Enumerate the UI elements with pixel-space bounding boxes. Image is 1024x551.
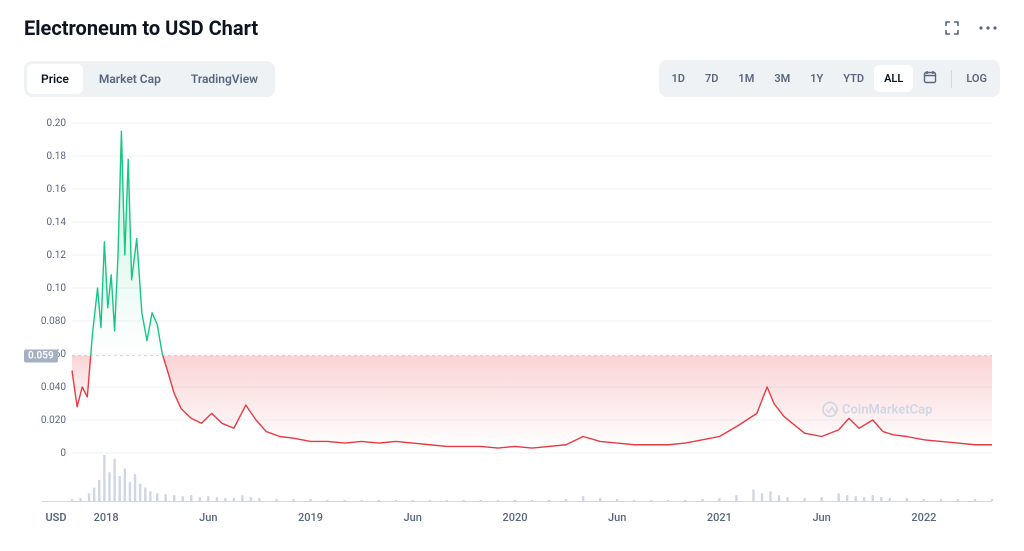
svg-text:Jun: Jun [812, 511, 830, 524]
range-7d[interactable]: 7D [695, 65, 728, 92]
header-actions [940, 16, 1000, 40]
svg-text:0: 0 [60, 448, 66, 459]
view-tabs: PriceMarket CapTradingView [24, 61, 275, 97]
page-title: Electroneum to USD Chart [24, 16, 258, 40]
range-selector: 1D7D1M3M1YYTDALL LOG [659, 60, 1001, 97]
svg-text:0.16: 0.16 [47, 184, 67, 195]
y-start-price-badge: 0.059 [24, 349, 58, 362]
svg-text:0.10: 0.10 [47, 283, 67, 294]
calendar-icon[interactable] [913, 63, 947, 94]
chart-header: Electroneum to USD Chart [24, 16, 1000, 40]
chart-container: 0.059 00.0200.0400.0600.0800.100.120.140… [24, 113, 1000, 533]
range-1d[interactable]: 1D [662, 65, 695, 92]
range-1m[interactable]: 1M [728, 65, 764, 92]
svg-text:0.12: 0.12 [47, 250, 67, 261]
svg-text:2021: 2021 [707, 511, 732, 524]
range-ytd[interactable]: YTD [833, 65, 874, 92]
fullscreen-icon[interactable] [940, 16, 964, 40]
more-icon[interactable] [976, 16, 1000, 40]
svg-text:Jun: Jun [199, 511, 217, 524]
svg-text:0.040: 0.040 [41, 382, 66, 393]
tab-price[interactable]: Price [27, 64, 83, 94]
price-chart[interactable]: 00.0200.0400.0600.0800.100.120.140.160.1… [24, 113, 1000, 533]
svg-text:2020: 2020 [502, 511, 527, 524]
svg-text:0.020: 0.020 [41, 415, 66, 426]
svg-text:2018: 2018 [94, 511, 119, 524]
svg-text:CoinMarketCap: CoinMarketCap [842, 402, 932, 417]
chart-toolbar: PriceMarket CapTradingView 1D7D1M3M1YYTD… [24, 60, 1000, 97]
svg-text:Jun: Jun [404, 511, 422, 524]
range-3m[interactable]: 3M [764, 65, 800, 92]
tab-market-cap[interactable]: Market Cap [85, 64, 175, 94]
svg-text:0.080: 0.080 [41, 316, 66, 327]
range-log[interactable]: LOG [956, 65, 997, 92]
svg-text:2022: 2022 [911, 511, 936, 524]
range-separator [951, 70, 952, 88]
svg-text:2019: 2019 [298, 511, 323, 524]
svg-text:USD: USD [45, 511, 66, 524]
svg-text:0.20: 0.20 [47, 118, 67, 129]
tab-tradingview[interactable]: TradingView [177, 64, 272, 94]
range-all[interactable]: ALL [874, 65, 913, 92]
range-1y[interactable]: 1Y [800, 65, 833, 92]
svg-text:Jun: Jun [608, 511, 626, 524]
svg-text:0.18: 0.18 [47, 151, 67, 162]
svg-text:0.14: 0.14 [47, 217, 67, 228]
